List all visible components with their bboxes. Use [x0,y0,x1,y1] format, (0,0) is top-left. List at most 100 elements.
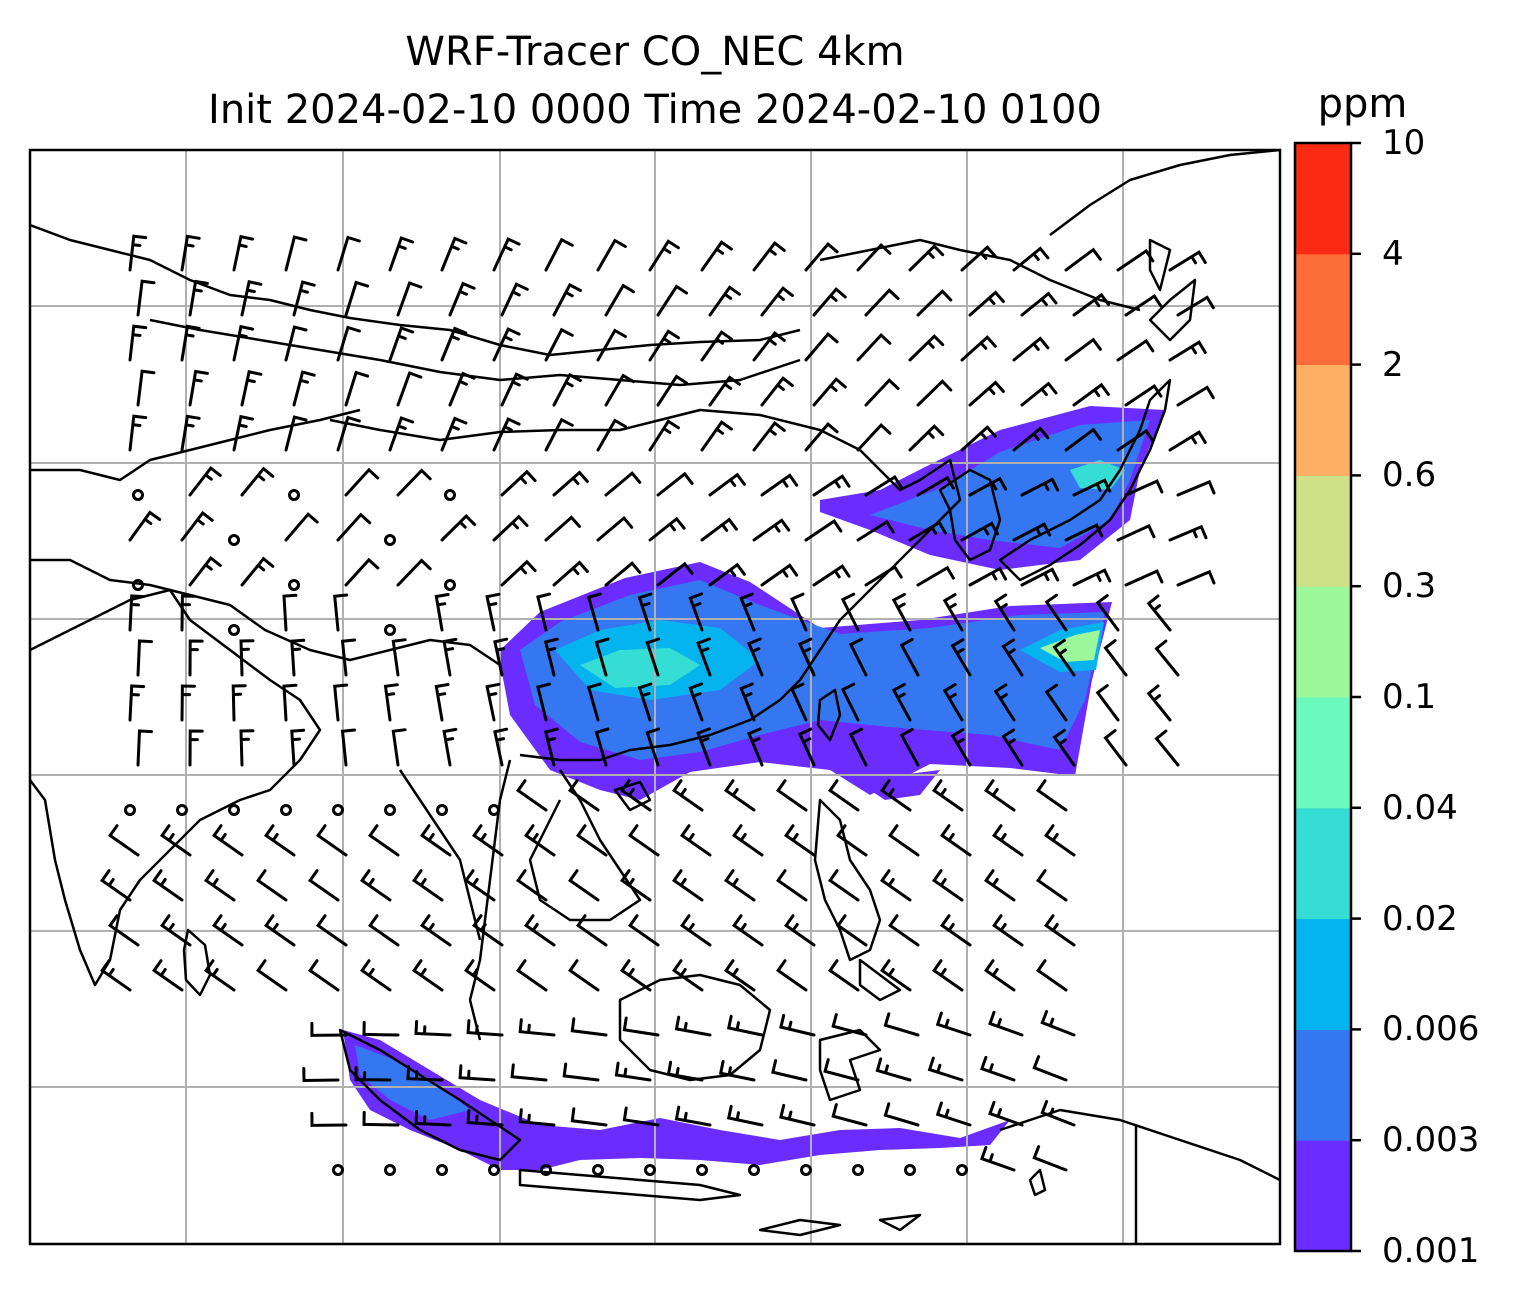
wind-barb [752,420,786,452]
wind-barb [472,824,504,857]
wind-barb [596,418,627,452]
calm-wind-marker [800,1164,812,1176]
wind-barb [1124,479,1164,497]
wind-barb [492,327,521,362]
map-title-line2: Init 2024-02-10 0000 Time 2024-02-10 010… [208,87,1102,133]
wind-barb [472,914,504,947]
wind-barb [500,282,529,317]
wind-barb [464,959,496,992]
wind-barb [360,869,392,902]
wind-barb [1052,638,1076,677]
wind-barb [354,1066,392,1082]
calm-wind-marker [176,804,188,816]
wind-barb [212,824,244,857]
wind-barb [747,727,764,767]
wind-barb [979,1145,1016,1172]
calm-wind-marker [384,804,396,816]
wind-barb [1020,477,1060,497]
wind-barb [440,326,468,362]
wind-barb [968,566,1008,587]
wind-barb [516,959,548,992]
wind-barb [672,959,704,992]
wind-barb [622,1106,660,1127]
wind-barb [1146,684,1172,722]
wind-barb [666,1060,704,1082]
wind-barb [942,593,964,632]
wind-barb [440,513,477,542]
wind-barb [840,682,860,722]
wind-barb [440,416,468,452]
wind-barb [396,558,432,587]
wind-barb [128,684,146,722]
wind-barb [620,779,652,812]
wind-barb [336,415,361,452]
wind-barb [984,779,1016,812]
colorbar-tick-label: 0.02 [1382,898,1458,939]
wind-barb [1154,639,1180,677]
wind-barb [391,638,407,677]
wind-barb [1176,295,1215,317]
colorbar-tick-label: 0.3 [1382,566,1437,607]
wind-barb [292,280,316,317]
calm-wind-marker [444,489,456,501]
wind-barb [856,332,892,362]
wind-barb [448,371,476,407]
plume-java-sea [343,1030,1010,1170]
wind-barb [308,869,340,902]
wind-barb [596,515,634,542]
wind-barb [718,1059,756,1082]
calm-wind-marker [228,804,240,816]
wind-barb [916,379,953,407]
wind-barb [1176,569,1216,587]
wind-barb [984,869,1016,902]
wind-barb [804,421,839,452]
wind-barb [979,1055,1016,1082]
wind-barb [570,1107,608,1127]
wind-barb [239,729,255,767]
wind-barb [310,1021,348,1037]
wind-barb [518,1018,556,1037]
wind-barb [700,517,738,542]
wind-barb [344,280,370,317]
wind-barb [188,465,222,497]
wind-barb [1103,729,1128,767]
wind-barb [596,328,627,362]
wind-barb [984,959,1016,992]
wind-barb [960,335,997,362]
wind-barb [708,472,746,497]
wind-barb [180,234,201,272]
wind-barb [1116,338,1155,362]
wind-barb [688,682,704,722]
wind-barb [831,1103,868,1127]
wind-barb [804,331,839,362]
wind-barb [916,475,955,497]
wind-barb [864,474,903,497]
wind-barb [1044,824,1076,857]
wind-barb [568,869,600,902]
colorbar-segment [1295,918,1351,1030]
wind-barb [708,375,741,407]
wind-barb [637,592,653,632]
wind-barb [552,282,582,317]
colorbar-tick-label: 0.001 [1382,1231,1480,1271]
wind-barb [622,1016,660,1037]
wind-barb [993,593,1016,632]
wind-barb [604,561,642,587]
wind-barb [648,516,686,542]
wind-barb [160,824,192,857]
wind-barb [1124,384,1163,407]
wind-barb [570,1017,608,1037]
calm-wind-marker [852,1164,864,1176]
wind-barb [492,417,521,452]
wind-barb [812,564,851,587]
wind-barb [927,1056,964,1082]
wind-barb [485,592,501,632]
wind-barb [797,727,816,767]
wind-barb [152,869,184,902]
wind-barb [302,1067,340,1083]
wind-barb [406,1065,444,1082]
wind-barb [1044,683,1068,722]
wind-barb [420,824,452,857]
wind-barb [1020,291,1058,317]
